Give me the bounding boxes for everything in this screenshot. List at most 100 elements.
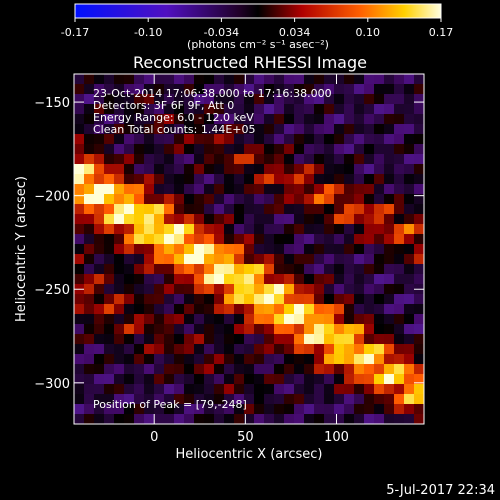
heatmap-cell	[274, 264, 285, 275]
heatmap-cell	[384, 164, 395, 175]
heatmap-cell	[384, 124, 395, 135]
heatmap-cell	[204, 144, 215, 155]
heatmap-cell	[364, 244, 375, 255]
heatmap-cell	[224, 174, 235, 185]
heatmap-cell	[84, 204, 95, 215]
heatmap-cell	[254, 194, 265, 205]
heatmap-cell	[224, 134, 235, 145]
heatmap-cell	[304, 164, 315, 175]
heatmap-cell	[304, 404, 315, 415]
heatmap-cell	[314, 214, 325, 225]
heatmap-cell	[314, 114, 325, 125]
heatmap-cell	[364, 224, 375, 235]
heatmap-cell	[174, 144, 185, 155]
heatmap-cell	[374, 414, 385, 424]
heatmap-cell	[114, 334, 125, 345]
heatmap-cell	[394, 304, 405, 315]
heatmap-cell	[364, 294, 375, 305]
heatmap-cell	[214, 354, 225, 365]
heatmap-cell	[374, 214, 385, 225]
heatmap-cell	[354, 234, 365, 245]
heatmap-cell	[144, 264, 155, 275]
heatmap-cell	[284, 324, 295, 335]
heatmap-cell	[204, 194, 215, 205]
heatmap-cell	[274, 294, 285, 305]
heatmap-cell	[134, 384, 145, 395]
heatmap-cell	[284, 224, 295, 235]
heatmap-cell	[234, 334, 245, 345]
heatmap-cell	[94, 244, 105, 255]
heatmap-cell	[224, 334, 235, 345]
heatmap-cell	[134, 294, 145, 305]
heatmap-cell	[184, 164, 195, 175]
heatmap-cell	[304, 354, 315, 365]
heatmap-cell	[314, 244, 325, 255]
heatmap-cell	[284, 234, 295, 245]
heatmap-cell	[94, 264, 105, 275]
heatmap-cell	[164, 104, 175, 115]
heatmap-cell	[224, 374, 235, 385]
heatmap-cell	[314, 124, 325, 135]
heatmap-cell	[174, 314, 185, 325]
heatmap-cell	[344, 164, 355, 175]
heatmap-cell	[104, 384, 115, 395]
heatmap-cell	[294, 194, 305, 205]
heatmap-cell	[294, 224, 305, 235]
heatmap-cell	[94, 74, 105, 85]
heatmap-cell	[294, 164, 305, 175]
heatmap-cell	[294, 364, 305, 375]
heatmap-cell	[144, 364, 155, 375]
heatmap-cell	[244, 184, 255, 195]
heatmap-cell	[174, 164, 185, 175]
heatmap-cell	[74, 414, 85, 424]
heatmap-cell	[344, 384, 355, 395]
heatmap-cell	[94, 114, 105, 125]
y-axis-label: Heliocentric Y (arcsec)	[14, 176, 29, 322]
heatmap-cell	[134, 164, 145, 175]
heatmap-cell	[404, 234, 415, 245]
heatmap-cell	[214, 94, 225, 105]
heatmap-cell	[414, 354, 424, 365]
heatmap-cell	[174, 244, 185, 255]
heatmap-cell	[364, 174, 375, 185]
heatmap-cell	[164, 94, 175, 105]
heatmap-cell	[314, 104, 325, 115]
heatmap-cell	[154, 184, 165, 195]
heatmap-cell	[144, 74, 155, 85]
heatmap-cell	[314, 324, 325, 335]
heatmap-cell	[94, 314, 105, 325]
heatmap-cell	[144, 324, 155, 335]
heatmap-cell	[264, 214, 275, 225]
heatmap-cell	[284, 314, 295, 325]
heatmap-cell	[74, 204, 85, 215]
heatmap-cell	[324, 174, 335, 185]
heatmap-cell	[394, 324, 405, 335]
heatmap-cell	[184, 344, 195, 355]
heatmap-cell	[314, 304, 325, 315]
heatmap-cell	[114, 384, 125, 395]
heatmap-cell	[414, 134, 424, 145]
heatmap-cell	[284, 154, 295, 165]
heatmap-cell	[114, 84, 125, 95]
heatmap-cell	[394, 214, 405, 225]
heatmap-cell	[324, 114, 335, 125]
heatmap-cell	[114, 104, 125, 115]
heatmap-cell	[114, 144, 125, 155]
heatmap-cell	[224, 254, 235, 265]
heatmap-cell	[194, 354, 205, 365]
heatmap-cell	[134, 264, 145, 275]
heatmap-cell	[224, 104, 235, 115]
heatmap-cell	[144, 104, 155, 115]
heatmap-cell	[164, 244, 175, 255]
heatmap-cell	[394, 384, 405, 395]
heatmap-cell	[294, 394, 305, 405]
heatmap-cell	[134, 354, 145, 365]
heatmap-cell	[314, 294, 325, 305]
heatmap-cell	[134, 114, 145, 125]
heatmap-cell	[394, 394, 405, 405]
heatmap-cell	[294, 134, 305, 145]
heatmap-cell	[414, 144, 424, 155]
heatmap-cell	[354, 154, 365, 165]
heatmap-cell	[104, 204, 115, 215]
heatmap-cell	[254, 124, 265, 135]
